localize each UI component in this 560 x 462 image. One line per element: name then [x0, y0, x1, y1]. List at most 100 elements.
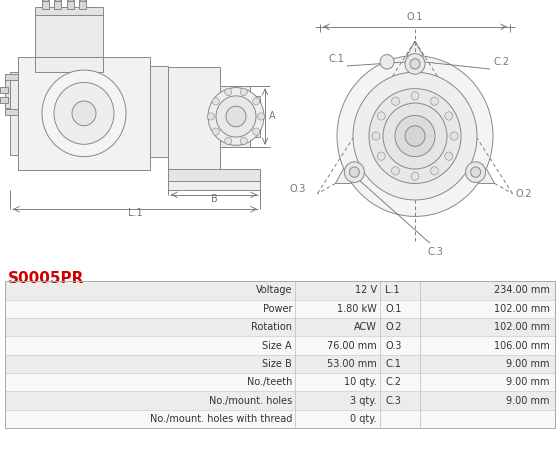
Text: C.1: C.1	[328, 54, 344, 64]
Circle shape	[395, 116, 435, 157]
Circle shape	[410, 59, 420, 69]
Circle shape	[226, 106, 246, 127]
Bar	[5, 336, 555, 355]
Circle shape	[253, 97, 260, 105]
Text: 10 qty.: 10 qty.	[344, 377, 377, 387]
Bar	[168, 182, 260, 189]
Text: O.2: O.2	[385, 322, 402, 332]
Circle shape	[337, 55, 493, 216]
Circle shape	[208, 88, 264, 146]
Circle shape	[216, 96, 256, 137]
Text: S0005PR: S0005PR	[8, 271, 85, 286]
Circle shape	[212, 128, 220, 135]
Bar	[5, 318, 555, 336]
Circle shape	[240, 88, 247, 96]
Text: 234.00 mm: 234.00 mm	[494, 286, 550, 295]
Circle shape	[377, 152, 385, 160]
Text: C.2: C.2	[493, 57, 509, 67]
Circle shape	[431, 167, 438, 175]
Circle shape	[72, 101, 96, 126]
Text: 9.00 mm: 9.00 mm	[506, 395, 550, 406]
Circle shape	[344, 162, 365, 182]
Text: 3 qty.: 3 qty.	[351, 395, 377, 406]
Bar	[5, 299, 555, 318]
Text: 102.00 mm: 102.00 mm	[494, 322, 550, 332]
Bar	[5, 355, 555, 373]
Text: 106.00 mm: 106.00 mm	[494, 340, 550, 351]
Text: 1.80 kW: 1.80 kW	[337, 304, 377, 314]
Bar	[67, 0, 74, 9]
Text: Rotation: Rotation	[251, 322, 292, 332]
Text: 0 qty.: 0 qty.	[351, 414, 377, 424]
Circle shape	[42, 70, 126, 157]
Text: 53.00 mm: 53.00 mm	[327, 359, 377, 369]
Circle shape	[445, 152, 453, 160]
Bar	[35, 57, 103, 72]
Text: No./teeth: No./teeth	[246, 377, 292, 387]
Bar	[18, 57, 150, 170]
Text: 12 V: 12 V	[355, 286, 377, 295]
Bar	[35, 7, 103, 15]
Circle shape	[369, 89, 461, 183]
Text: A: A	[269, 111, 276, 122]
Text: C.1: C.1	[385, 359, 401, 369]
Text: 9.00 mm: 9.00 mm	[506, 359, 550, 369]
Bar	[0, 97, 8, 103]
Circle shape	[391, 97, 399, 105]
Circle shape	[411, 172, 419, 180]
Text: Voltage: Voltage	[255, 286, 292, 295]
Circle shape	[380, 55, 394, 69]
Text: C.3: C.3	[427, 247, 443, 257]
Bar	[42, 0, 49, 9]
Bar	[150, 66, 168, 157]
Bar	[35, 10, 103, 57]
Polygon shape	[335, 41, 494, 183]
Bar	[0, 86, 8, 93]
Bar	[54, 0, 61, 9]
Circle shape	[54, 82, 114, 144]
Bar	[55, 0, 60, 1]
Bar	[5, 281, 555, 299]
Circle shape	[405, 54, 425, 74]
Text: Size A: Size A	[263, 340, 292, 351]
Text: No./mount. holes with thread: No./mount. holes with thread	[150, 414, 292, 424]
Text: O.1: O.1	[385, 304, 402, 314]
Text: C.3: C.3	[385, 395, 401, 406]
Circle shape	[465, 162, 486, 182]
Text: O.2: O.2	[516, 189, 532, 199]
Text: O.3: O.3	[385, 340, 402, 351]
Text: No./mount. holes: No./mount. holes	[209, 395, 292, 406]
Circle shape	[253, 128, 260, 135]
Text: ACW: ACW	[354, 322, 377, 332]
Circle shape	[212, 97, 220, 105]
Bar	[5, 410, 555, 428]
Text: L.1: L.1	[385, 286, 400, 295]
Circle shape	[258, 113, 264, 120]
Text: L.1: L.1	[128, 208, 142, 219]
Bar	[68, 0, 73, 1]
Text: O.1: O.1	[407, 12, 423, 22]
Bar	[79, 0, 86, 9]
Bar	[5, 281, 555, 428]
Bar	[5, 74, 18, 80]
Bar	[250, 96, 260, 137]
Circle shape	[225, 137, 232, 145]
Bar	[220, 85, 250, 147]
Text: Power: Power	[263, 304, 292, 314]
Circle shape	[391, 167, 399, 175]
Text: O.3: O.3	[290, 183, 306, 194]
Text: 76.00 mm: 76.00 mm	[327, 340, 377, 351]
Circle shape	[349, 167, 360, 177]
Bar	[5, 79, 10, 108]
Bar	[5, 391, 555, 410]
Text: Size B: Size B	[262, 359, 292, 369]
Circle shape	[450, 132, 458, 140]
Circle shape	[225, 88, 232, 96]
Bar	[168, 67, 220, 170]
Text: B: B	[211, 194, 217, 204]
Bar	[5, 109, 18, 116]
Text: C.2: C.2	[385, 377, 401, 387]
Circle shape	[405, 126, 425, 146]
Text: 102.00 mm: 102.00 mm	[494, 304, 550, 314]
Circle shape	[445, 112, 453, 120]
